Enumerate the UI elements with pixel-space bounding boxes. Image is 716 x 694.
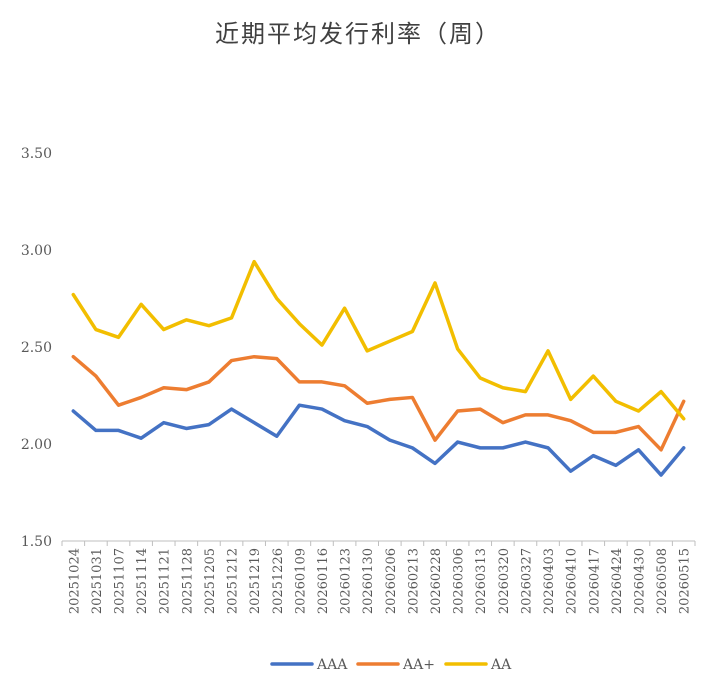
x-tick-label: 20260320 bbox=[497, 548, 512, 614]
x-tick-label: 20260410 bbox=[565, 548, 580, 614]
x-tick-label: 20260109 bbox=[293, 548, 308, 614]
x-tick-label: 20251121 bbox=[158, 548, 173, 614]
x-tick-label: 20260206 bbox=[384, 548, 399, 614]
legend-item-aaa: AAA bbox=[270, 657, 348, 673]
x-tick-label: 20260430 bbox=[632, 548, 647, 614]
x-tick-label: 20251114 bbox=[135, 548, 150, 614]
x-tick-label: 20260424 bbox=[610, 548, 625, 614]
y-tick-label: 3.00 bbox=[21, 243, 52, 259]
x-tick-label: 20260123 bbox=[339, 548, 354, 614]
x-tick-label: 20260306 bbox=[452, 548, 467, 614]
series-line-aa-plus bbox=[71, 354, 686, 452]
series-line-aa bbox=[71, 259, 686, 421]
x-tick-label: 20260417 bbox=[587, 548, 602, 614]
y-tick-label: 3.50 bbox=[21, 146, 52, 162]
x-tick-label: 20251226 bbox=[271, 548, 286, 614]
legend-label: AAA bbox=[316, 657, 348, 673]
y-tick-label: 1.50 bbox=[21, 534, 52, 550]
x-tick-label: 20251024 bbox=[67, 548, 82, 614]
x-tick-label: 20260327 bbox=[519, 548, 534, 614]
x-tick-label: 20251219 bbox=[248, 548, 263, 614]
x-tick-label: 20260313 bbox=[474, 548, 489, 614]
x-tick-label: 20260508 bbox=[655, 548, 670, 614]
axes-layer: 1.50 2.00 2.50 3.00 3.50 20251024 20251031 2025… bbox=[21, 146, 696, 614]
x-tick-label: 20260116 bbox=[316, 548, 331, 614]
y-tick-label: 2.00 bbox=[21, 437, 52, 453]
x-tick-label: 20260213 bbox=[406, 548, 421, 614]
x-tick-label: 20260228 bbox=[429, 548, 444, 614]
legend-item-aa-plus: AA+ bbox=[356, 657, 435, 673]
series-line-aaa bbox=[71, 403, 686, 477]
x-tick-label: 20260130 bbox=[361, 548, 376, 614]
x-tick-label: 20251031 bbox=[90, 548, 105, 614]
x-tick-label: 20251205 bbox=[203, 548, 218, 614]
series-layer bbox=[71, 259, 686, 477]
legend: AAA AA+ AA bbox=[270, 657, 512, 673]
legend-item-aa: AA bbox=[444, 657, 512, 673]
legend-label: AA bbox=[490, 657, 512, 673]
y-tick-label: 2.50 bbox=[21, 340, 52, 356]
legend-label: AA+ bbox=[402, 657, 435, 673]
x-tick-label: 20260515 bbox=[678, 548, 693, 614]
x-tick-label: 20251212 bbox=[226, 548, 241, 614]
x-tick-label: 20260403 bbox=[542, 548, 557, 614]
chart-title: 近期平均发行利率（周） bbox=[215, 20, 501, 48]
x-tick-label: 20251128 bbox=[180, 548, 195, 614]
x-tick-label: 20251107 bbox=[113, 548, 128, 614]
